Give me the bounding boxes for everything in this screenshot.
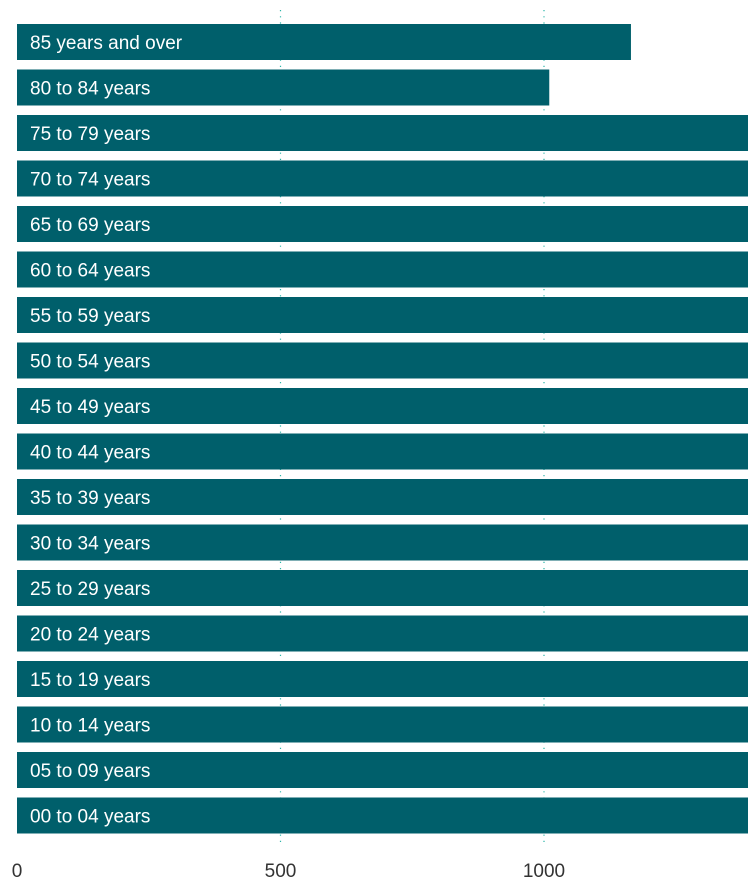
bar-label: 30 to 34 years bbox=[30, 534, 150, 555]
bar-label: 40 to 44 years bbox=[30, 443, 150, 464]
bar[interactable] bbox=[17, 206, 748, 242]
bar[interactable] bbox=[17, 24, 631, 60]
bar-label: 15 to 19 years bbox=[30, 670, 150, 691]
bar[interactable] bbox=[17, 797, 748, 834]
bar-label: 25 to 29 years bbox=[30, 579, 150, 600]
bar-label: 80 to 84 years bbox=[30, 79, 150, 100]
bar[interactable] bbox=[17, 661, 748, 697]
bar[interactable] bbox=[17, 615, 748, 652]
x-tick-label: 1000 bbox=[523, 861, 565, 882]
bar-label: 50 to 54 years bbox=[30, 352, 150, 373]
x-tick-label: 0 bbox=[12, 861, 23, 882]
bar[interactable] bbox=[17, 297, 748, 333]
bar-label: 75 to 79 years bbox=[30, 124, 150, 145]
bar-label: 00 to 04 years bbox=[30, 807, 150, 828]
bar[interactable] bbox=[17, 388, 748, 424]
bar-label: 05 to 09 years bbox=[30, 761, 150, 782]
bar[interactable] bbox=[17, 752, 748, 788]
bar[interactable] bbox=[17, 160, 748, 197]
bar-label: 35 to 39 years bbox=[30, 488, 150, 509]
bar-label: 70 to 74 years bbox=[30, 170, 150, 191]
bar[interactable] bbox=[17, 69, 550, 106]
bar[interactable] bbox=[17, 433, 748, 470]
x-tick-label: 500 bbox=[265, 861, 297, 882]
bar-label: 20 to 24 years bbox=[30, 625, 150, 646]
bar[interactable] bbox=[17, 706, 748, 743]
bar-label: 10 to 14 years bbox=[30, 716, 150, 737]
bar[interactable] bbox=[17, 479, 748, 515]
bar[interactable] bbox=[17, 251, 748, 288]
bar[interactable] bbox=[17, 342, 748, 379]
bar-label: 65 to 69 years bbox=[30, 215, 150, 236]
bar-label: 45 to 49 years bbox=[30, 397, 150, 418]
bar-labels: 85 years and over 80 to 84 years 75 to 79 … bbox=[30, 33, 183, 828]
bar[interactable] bbox=[17, 115, 748, 151]
bar[interactable] bbox=[17, 524, 748, 561]
bar-label: 85 years and over bbox=[30, 33, 183, 54]
bars bbox=[17, 24, 748, 834]
x-axis-ticks: 05001000150020002500 bbox=[12, 861, 565, 882]
bar-label: 55 to 59 years bbox=[30, 306, 150, 327]
bar-label: 60 to 64 years bbox=[30, 261, 150, 282]
bar[interactable] bbox=[17, 570, 748, 606]
